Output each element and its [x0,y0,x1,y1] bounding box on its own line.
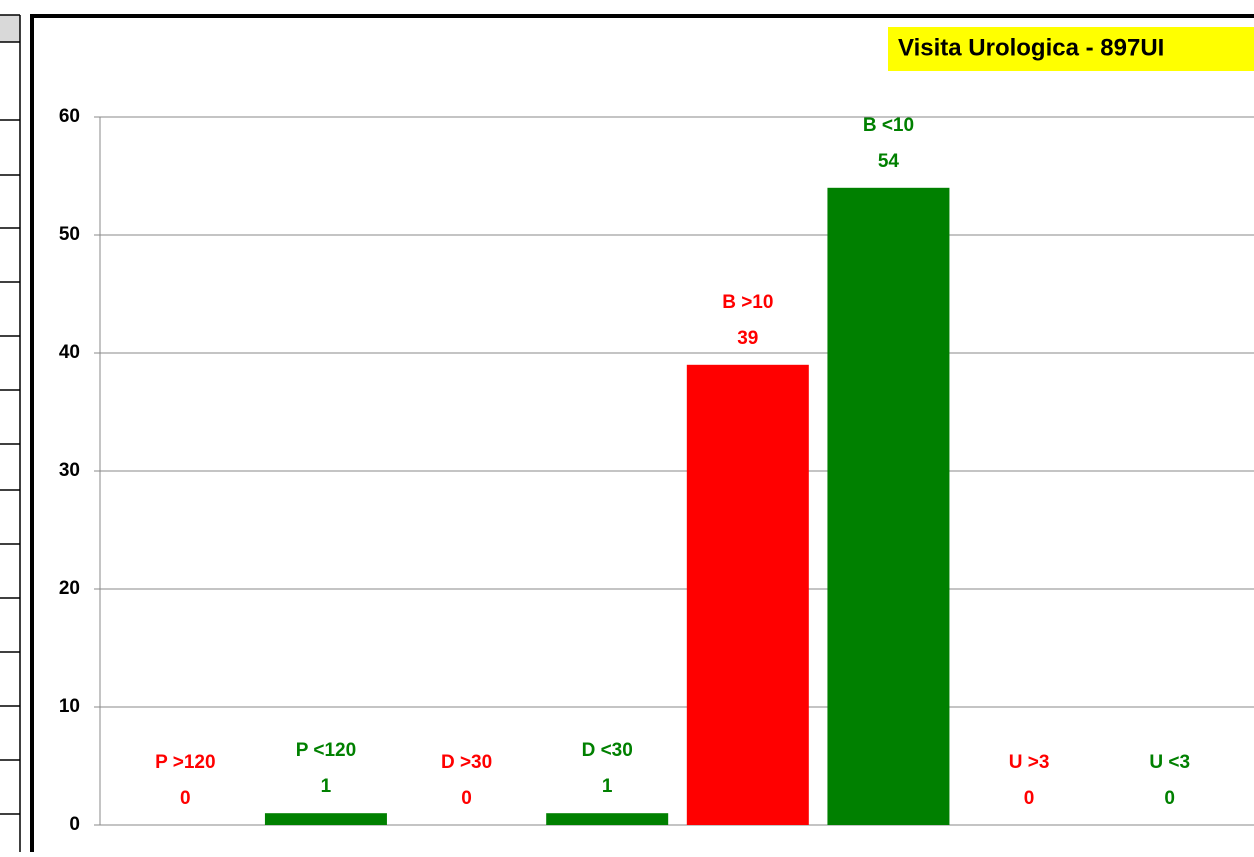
bar [827,187,950,826]
category-label: U <3 [1149,752,1190,773]
y-tick-label: 40 [59,342,80,363]
value-label: 39 [737,328,758,349]
title-box [888,27,1254,71]
category-label: D >30 [441,752,492,773]
value-label: 0 [1164,788,1175,809]
category-label: B >10 [722,292,773,313]
y-tick-label: 0 [69,814,80,835]
side-cell [0,15,20,42]
y-tick-label: 30 [59,460,80,481]
category-label: P <120 [296,740,356,761]
category-label: D <30 [582,740,633,761]
value-label: 0 [461,788,472,809]
value-label: 0 [180,788,191,809]
side-table [0,14,21,852]
y-tick-label: 20 [59,578,80,599]
value-label: 1 [602,776,613,797]
value-label: 0 [1024,788,1035,809]
y-tick-label: 10 [59,696,80,717]
category-label: P >120 [155,752,215,773]
y-tick-label: 60 [59,106,80,127]
bar [686,364,809,825]
chart-title: Visita Urologica - 897UI [898,34,1164,61]
category-label: B <10 [863,115,914,136]
value-label: 1 [321,776,332,797]
chart-frame [30,14,1254,857]
bar [264,813,387,825]
y-tick-label: 50 [59,224,80,245]
bar [546,813,669,825]
category-label: U >3 [1009,752,1050,773]
value-label: 54 [878,151,900,172]
